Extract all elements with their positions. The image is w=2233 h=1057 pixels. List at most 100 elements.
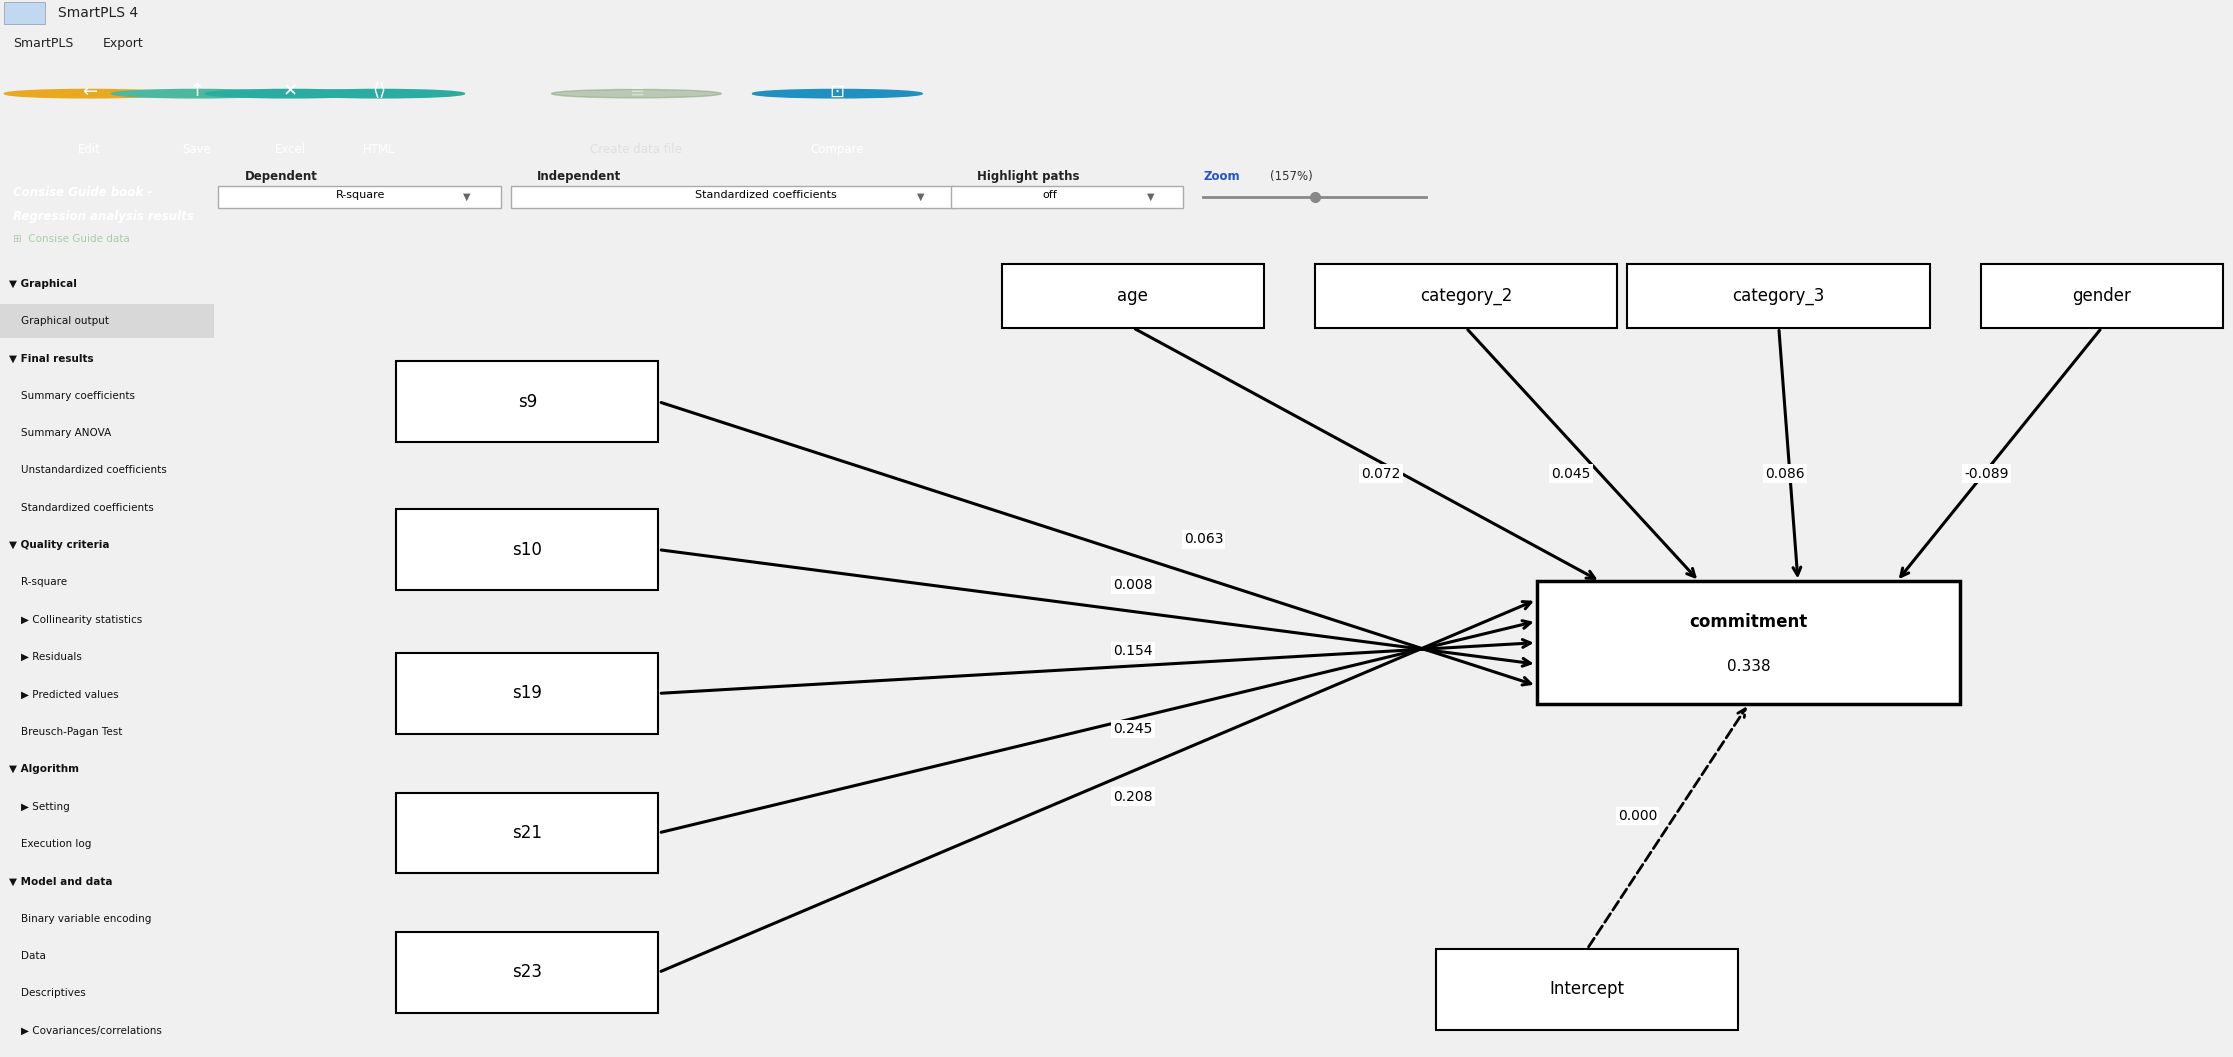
Circle shape [4, 90, 174, 98]
Text: ▼: ▼ [918, 191, 924, 202]
Text: 0.072: 0.072 [1362, 466, 1400, 481]
Text: (157%): (157%) [1271, 170, 1313, 183]
Text: 0.008: 0.008 [1112, 578, 1152, 592]
Text: Export: Export [103, 37, 143, 51]
Text: gender: gender [2072, 286, 2130, 305]
Text: Compare: Compare [811, 143, 864, 155]
Text: R-square: R-square [22, 577, 67, 588]
Text: 0.063: 0.063 [1183, 533, 1224, 546]
Text: ≡: ≡ [630, 82, 643, 100]
Text: -0.089: -0.089 [1965, 466, 2010, 481]
FancyBboxPatch shape [1315, 264, 1617, 328]
FancyArrowPatch shape [661, 403, 1530, 685]
Text: Descriptives: Descriptives [22, 988, 87, 999]
Text: ▼: ▼ [462, 191, 471, 202]
FancyArrowPatch shape [1780, 331, 1800, 575]
Text: SmartPLS 4: SmartPLS 4 [58, 6, 138, 20]
Text: HTML: HTML [364, 143, 395, 155]
Text: Zoom: Zoom [1204, 170, 1239, 183]
Circle shape [753, 90, 922, 98]
Text: Highlight paths: Highlight paths [978, 170, 1081, 183]
Text: Independent: Independent [538, 170, 621, 183]
Text: ▶ Setting: ▶ Setting [22, 801, 69, 812]
FancyBboxPatch shape [1628, 264, 1929, 328]
Text: ▼ Quality criteria: ▼ Quality criteria [9, 540, 109, 550]
Circle shape [295, 90, 464, 98]
Text: Graphical output: Graphical output [22, 316, 109, 326]
Text: Execution log: Execution log [22, 839, 92, 849]
Text: 0.208: 0.208 [1112, 790, 1152, 803]
FancyBboxPatch shape [395, 509, 659, 590]
Text: category_3: category_3 [1733, 286, 1824, 305]
Circle shape [552, 90, 721, 98]
Text: Binary variable encoding: Binary variable encoding [22, 913, 152, 924]
Text: ▶ Predicted values: ▶ Predicted values [22, 689, 118, 700]
FancyArrowPatch shape [1588, 709, 1746, 947]
FancyBboxPatch shape [395, 932, 659, 1013]
Text: ↑: ↑ [190, 82, 203, 100]
Text: R-square: R-square [335, 190, 384, 201]
Text: ⟨⟩: ⟨⟩ [373, 82, 386, 100]
Text: Dependent: Dependent [246, 170, 317, 183]
FancyBboxPatch shape [395, 793, 659, 873]
Text: 0.154: 0.154 [1112, 644, 1152, 659]
FancyBboxPatch shape [0, 304, 214, 338]
FancyArrowPatch shape [1900, 330, 2099, 576]
FancyBboxPatch shape [395, 653, 659, 734]
Text: 0.000: 0.000 [1619, 809, 1657, 823]
Text: ▼ Algorithm: ▼ Algorithm [9, 764, 78, 775]
Text: Summary coefficients: Summary coefficients [22, 391, 136, 401]
Text: Save: Save [183, 143, 210, 155]
Text: Data: Data [22, 951, 47, 961]
Text: s19: s19 [511, 684, 543, 703]
Text: Summary ANOVA: Summary ANOVA [22, 428, 112, 438]
FancyBboxPatch shape [1536, 581, 1961, 704]
Text: s23: s23 [511, 963, 543, 982]
Text: off: off [1043, 190, 1056, 201]
Text: Excel: Excel [275, 143, 306, 155]
Text: ▼ Model and data: ▼ Model and data [9, 876, 112, 887]
Text: 0.045: 0.045 [1552, 466, 1590, 481]
FancyBboxPatch shape [951, 186, 1183, 207]
Text: Edit: Edit [78, 143, 100, 155]
FancyBboxPatch shape [1981, 264, 2222, 328]
Circle shape [205, 90, 375, 98]
Text: Consise Guide book -: Consise Guide book - [13, 186, 152, 199]
Text: age: age [1116, 286, 1148, 305]
Text: ▼ Graphical: ▼ Graphical [9, 279, 76, 289]
FancyArrowPatch shape [661, 639, 1530, 693]
Text: s21: s21 [511, 823, 543, 842]
FancyBboxPatch shape [4, 2, 45, 24]
FancyBboxPatch shape [395, 361, 659, 442]
Text: Regression analysis results: Regression analysis results [13, 209, 194, 223]
Text: ←: ← [83, 82, 96, 100]
FancyArrowPatch shape [1467, 330, 1695, 577]
FancyArrowPatch shape [661, 550, 1530, 666]
FancyArrowPatch shape [661, 620, 1530, 832]
Text: ▶ Residuals: ▶ Residuals [22, 652, 83, 662]
Text: 0.086: 0.086 [1764, 466, 1804, 481]
Text: category_2: category_2 [1420, 286, 1512, 305]
Text: commitment: commitment [1690, 612, 1809, 631]
Text: SmartPLS: SmartPLS [13, 37, 74, 51]
Text: Standardized coefficients: Standardized coefficients [694, 190, 837, 201]
Text: Create data file: Create data file [590, 143, 683, 155]
Text: 0.245: 0.245 [1114, 722, 1152, 736]
Text: ✕: ✕ [284, 82, 297, 100]
Text: Breusch-Pagan Test: Breusch-Pagan Test [22, 727, 123, 737]
FancyArrowPatch shape [1134, 329, 1594, 578]
Text: ⊞  Consise Guide data: ⊞ Consise Guide data [13, 234, 130, 243]
FancyBboxPatch shape [1436, 949, 1740, 1030]
Text: s10: s10 [511, 540, 543, 559]
FancyBboxPatch shape [219, 186, 500, 207]
Text: ▼ Final results: ▼ Final results [9, 353, 94, 364]
FancyBboxPatch shape [1003, 264, 1264, 328]
Text: Intercept: Intercept [1550, 980, 1626, 999]
Text: s9: s9 [518, 392, 536, 411]
Text: ▶ Collinearity statistics: ▶ Collinearity statistics [22, 615, 143, 625]
Text: ▼: ▼ [1148, 191, 1154, 202]
Circle shape [112, 90, 281, 98]
Text: Standardized coefficients: Standardized coefficients [22, 503, 154, 513]
FancyArrowPatch shape [661, 601, 1532, 971]
Text: ▶ Covariances/correlations: ▶ Covariances/correlations [22, 1026, 163, 1036]
